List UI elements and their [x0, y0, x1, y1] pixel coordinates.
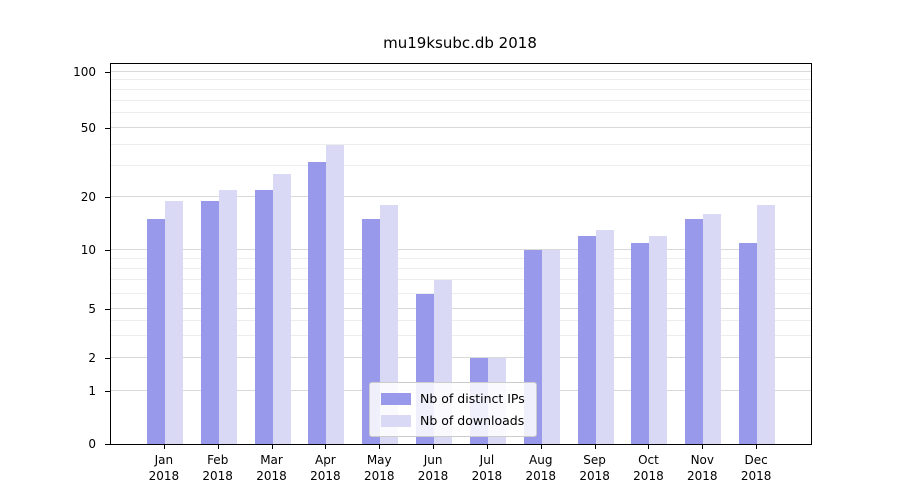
y-tick	[105, 391, 110, 393]
gridline-minor	[111, 292, 811, 294]
gridline-minor	[111, 99, 811, 101]
gridline-major	[111, 126, 811, 128]
legend-item: Nb of downloads	[381, 413, 525, 428]
y-tick	[105, 71, 110, 73]
gridline-minor	[111, 143, 811, 145]
x-tick-label: Jun 2018	[417, 453, 449, 484]
x-tick-label: Feb 2018	[202, 453, 233, 484]
x-tick-label: Oct 2018	[633, 453, 664, 484]
bar	[200, 200, 219, 444]
gridline-minor	[111, 320, 811, 322]
bar	[739, 242, 758, 444]
gridline-minor	[111, 88, 811, 90]
y-tick-label: 100	[73, 64, 96, 79]
x-tick	[540, 444, 542, 449]
x-tick	[271, 444, 273, 449]
gridline-minor	[111, 112, 811, 114]
bar	[757, 205, 776, 444]
gridline-minor	[111, 165, 811, 167]
legend-swatch-downloads	[381, 414, 411, 427]
x-tick-label: Jan 2018	[148, 453, 180, 484]
bar	[272, 174, 291, 444]
legend: Nb of distinct IPs Nb of downloads	[369, 382, 537, 437]
x-tick-label: Sep 2018	[579, 453, 610, 484]
gridline-minor	[111, 335, 811, 337]
x-tick	[756, 444, 758, 449]
y-tick	[105, 197, 110, 198]
y-tick-label: 10	[80, 242, 96, 257]
x-tick-label: Nov 2018	[687, 453, 718, 484]
x-tick	[702, 444, 704, 449]
x-tick	[217, 444, 219, 449]
gridline-major	[111, 357, 811, 359]
bar	[146, 218, 165, 444]
gridline-minor	[111, 257, 811, 259]
gridline-minor	[111, 279, 811, 281]
x-tick	[325, 444, 327, 449]
legend-item: Nb of distinct IPs	[381, 391, 525, 406]
y-tick	[105, 444, 110, 445]
y-tick	[105, 127, 110, 129]
gridline-minor	[111, 79, 811, 81]
bar	[703, 214, 722, 444]
x-tick	[433, 444, 435, 449]
y-tick-label: 5	[88, 302, 96, 317]
gridline-minor	[111, 267, 811, 269]
x-tick-label: Dec 2018	[740, 453, 772, 484]
gridline-major	[111, 248, 811, 250]
gridline-major	[111, 70, 811, 72]
bar	[218, 189, 237, 444]
bar	[577, 235, 596, 444]
y-tick-label: 20	[80, 190, 96, 204]
bar	[649, 235, 668, 444]
bar	[254, 189, 273, 444]
y-tick	[105, 309, 110, 311]
y-axis: 0 1 2 5 10 20 50 100	[0, 63, 110, 451]
y-tick-label: 1	[88, 384, 96, 399]
x-tick-label: Mar 2018	[256, 453, 287, 484]
legend-swatch-distinct-ips	[381, 392, 411, 405]
y-tick	[105, 249, 110, 251]
legend-label: Nb of distinct IPs	[420, 391, 525, 406]
bar	[164, 200, 183, 444]
y-tick-label: 50	[80, 120, 96, 135]
bar	[326, 144, 345, 444]
x-tick	[648, 444, 650, 449]
legend-label: Nb of downloads	[420, 413, 525, 428]
bar	[631, 242, 650, 444]
x-tick	[594, 444, 596, 449]
gridline-major	[111, 196, 811, 197]
plot-area: Nb of distinct IPs Nb of downloads	[110, 63, 812, 445]
x-tick	[379, 444, 381, 449]
bar	[308, 161, 327, 444]
x-tick-label: May 2018	[363, 453, 395, 484]
bar	[595, 229, 614, 444]
x-tick-label: Apr 2018	[310, 453, 341, 484]
gridline-major	[111, 308, 811, 310]
y-tick-label: 0	[88, 437, 96, 451]
bar	[541, 249, 560, 444]
chart-title: mu19ksubc.db 2018	[383, 34, 537, 52]
x-tick	[163, 444, 165, 449]
y-tick	[105, 358, 110, 360]
y-tick-label: 2	[88, 351, 96, 366]
x-tick	[486, 444, 488, 449]
x-tick-label: Aug 2018	[525, 453, 557, 484]
bar	[685, 218, 704, 444]
x-axis: Jan 2018 Feb 2018 Mar 2018 Apr 2018 May 2018 Jun 20…	[110, 444, 812, 496]
x-tick-label: Jul 2018	[471, 453, 503, 484]
